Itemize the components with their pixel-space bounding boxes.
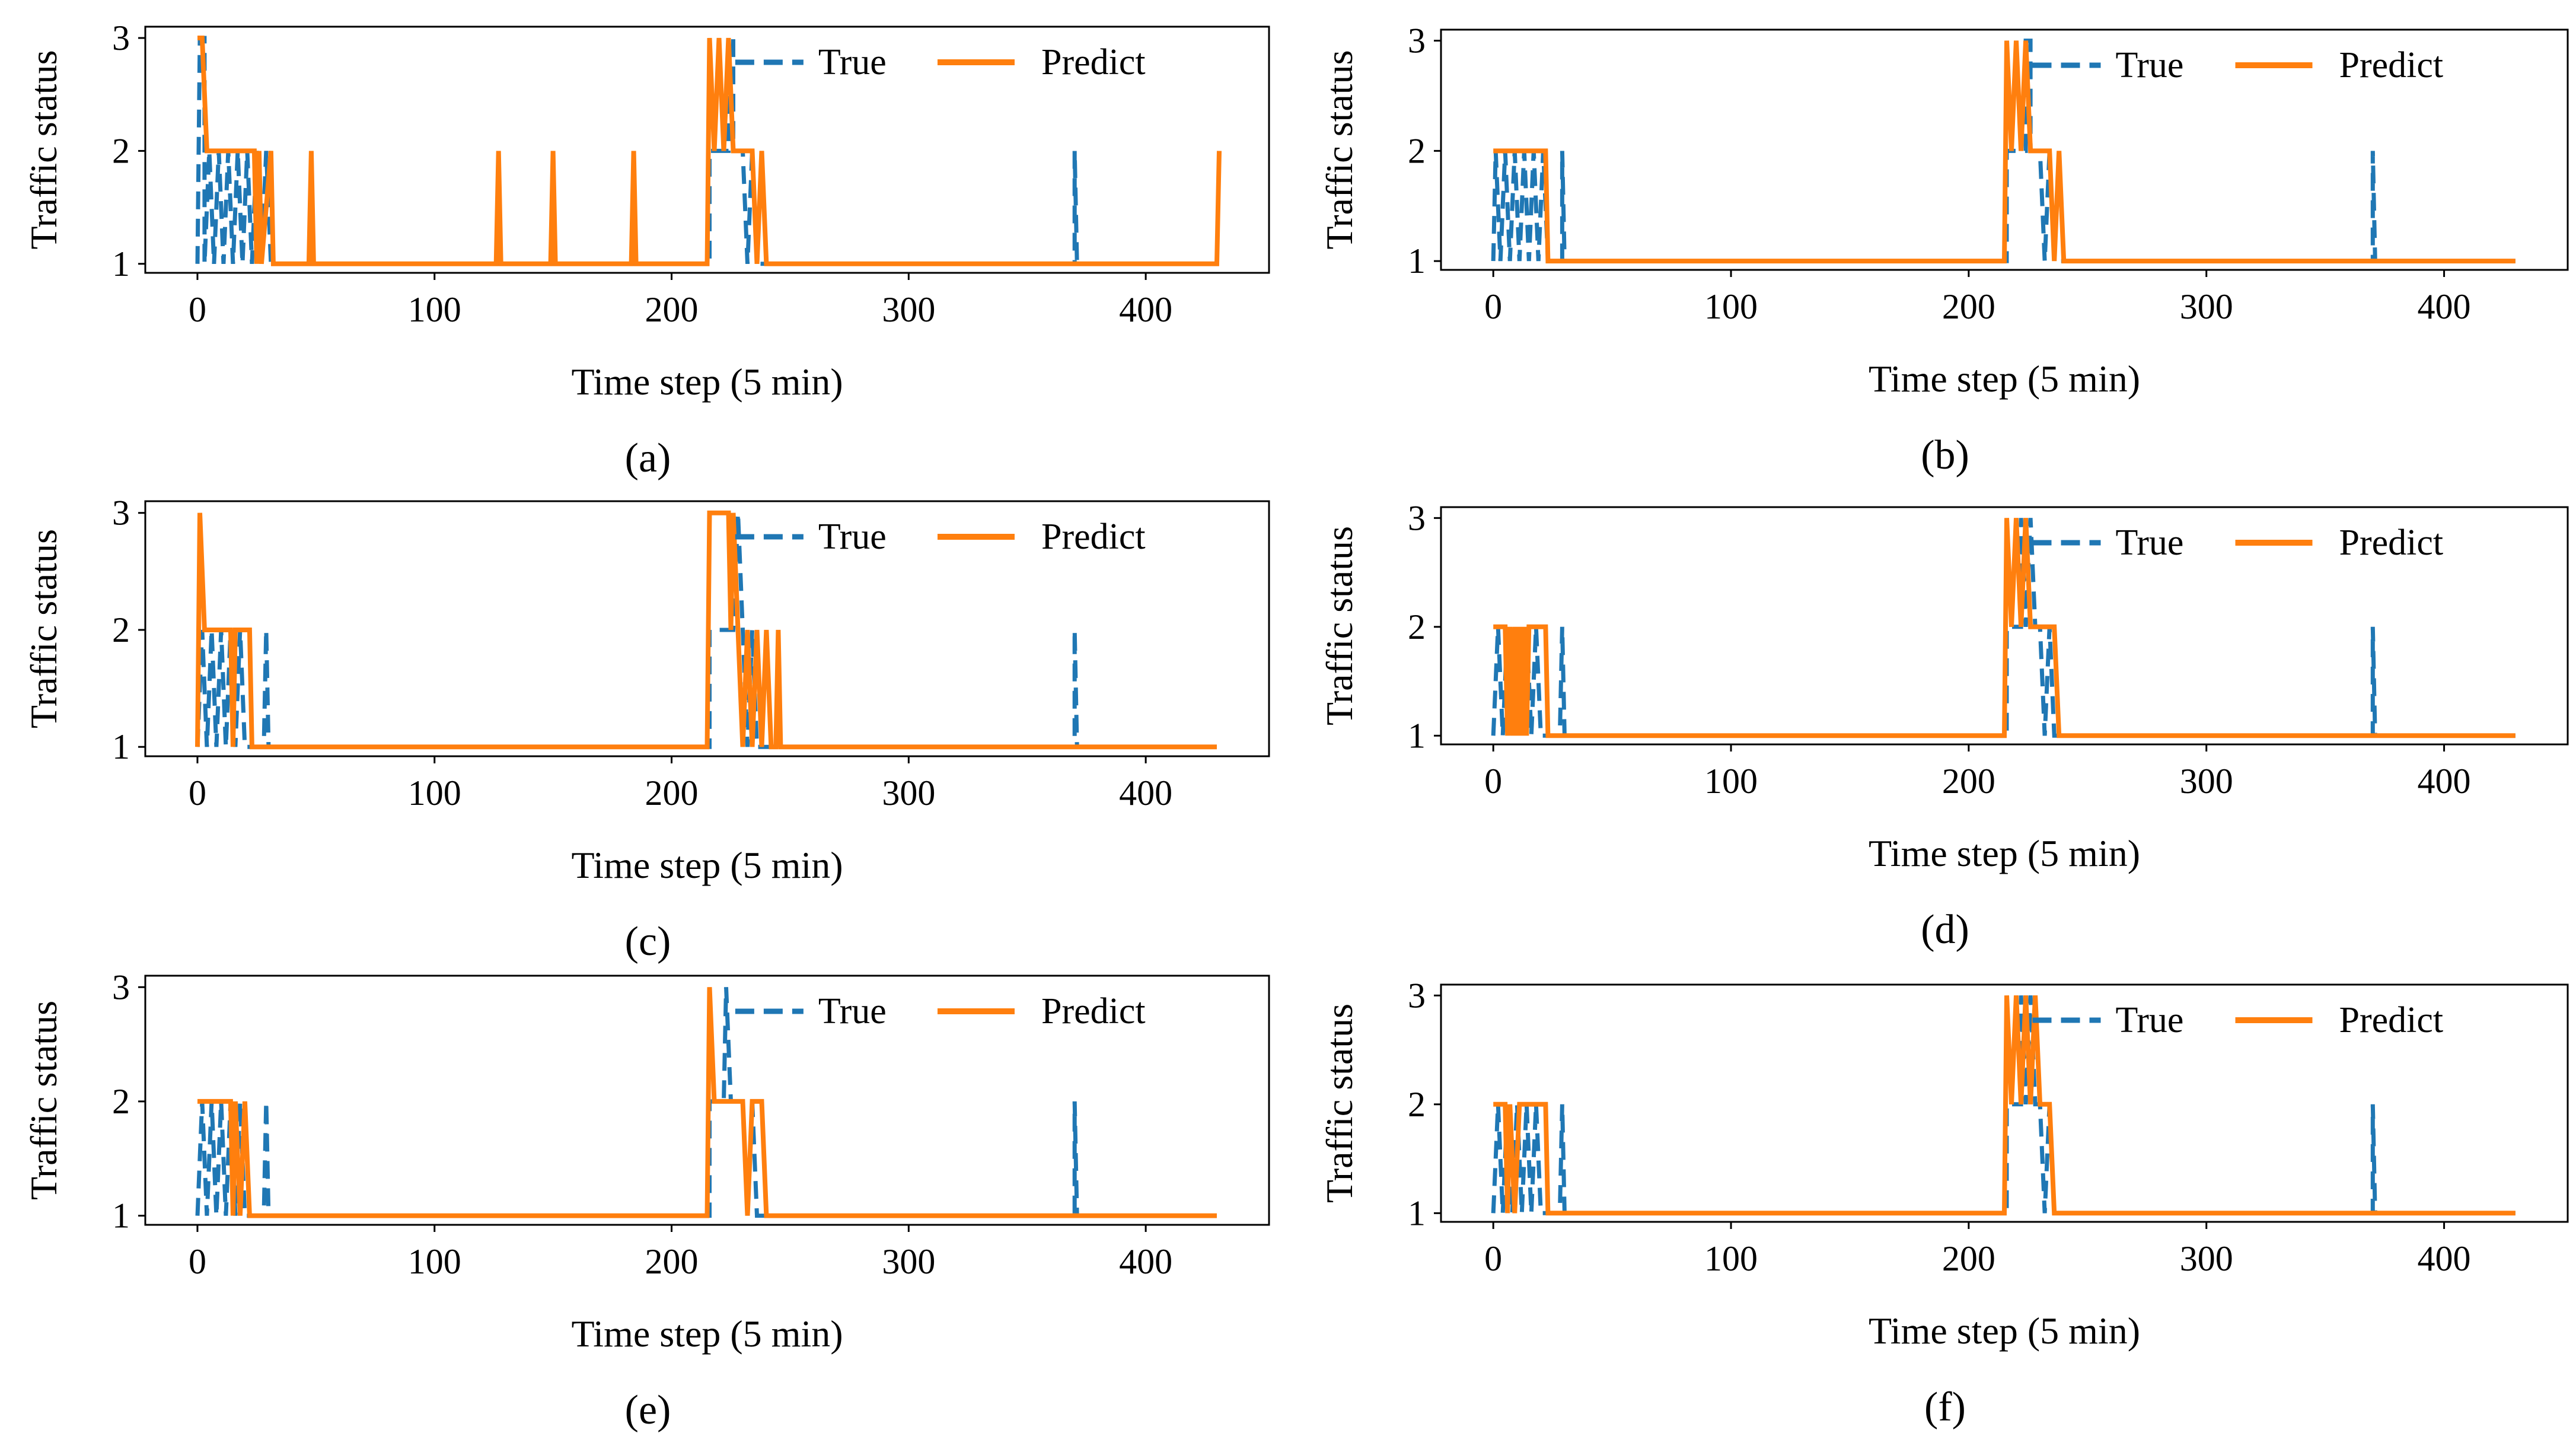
y-tick-label: 1: [112, 1196, 130, 1236]
x-tick-label: 100: [1704, 762, 1758, 801]
panel-caption: (a): [625, 435, 671, 481]
axes-frame: [144, 26, 1270, 274]
panel-caption: (e): [625, 1387, 671, 1433]
x-tick-label: 400: [1119, 1242, 1172, 1281]
legend-predict-label: Predict: [1041, 42, 1146, 82]
x-axis-label: Time step (5 min): [1869, 358, 2140, 400]
x-tick-label: 100: [408, 773, 461, 813]
panel-caption: (f): [1924, 1384, 1966, 1430]
panel-e: 0 100 200 300 400 1 2 3 Traffic status Time step …: [23, 967, 1270, 1433]
panel-f: 0 100 200 300 400 1 2 3 Traffic status Time step …: [1318, 976, 2569, 1430]
x-tick-label: 0: [189, 290, 206, 329]
y-axis-label: Traffic status: [23, 529, 65, 728]
panel-b: 0 100 200 300 400 1 2 3 Traffic status Time step …: [1318, 21, 2569, 478]
x-axis-label: Time step (5 min): [1869, 1310, 2140, 1352]
y-tick-label: 2: [112, 610, 130, 649]
x-tick-label: 300: [882, 773, 935, 813]
x-tick-label: 0: [189, 773, 206, 813]
x-tick-label: 100: [408, 290, 461, 329]
legend-true-label: True: [818, 517, 887, 557]
axes-frame: [144, 500, 1270, 757]
panel-a: 0 100 200 300 400 1 2 3 Traffic status Time step …: [23, 18, 1270, 481]
y-axis-label: Traffic status: [23, 50, 65, 250]
x-tick-label: 300: [2180, 287, 2233, 326]
y-tick-label: 1: [1408, 241, 1426, 281]
x-tick-label: 200: [645, 1242, 699, 1281]
series-line-predict: [195, 510, 1217, 750]
x-tick-label: 200: [1942, 1239, 1995, 1278]
y-tick-label: 2: [112, 1082, 130, 1121]
legend-predict-label: Predict: [1041, 991, 1146, 1031]
legend-predict-label: Predict: [2339, 523, 2444, 563]
y-tick-label: 2: [1408, 1085, 1426, 1124]
x-tick-label: 0: [189, 1242, 206, 1281]
x-tick-label: 0: [1484, 1239, 1502, 1278]
series-line-predict: [1493, 995, 2516, 1216]
legend-predict-label: Predict: [2339, 1000, 2444, 1040]
y-tick-label: 2: [112, 131, 130, 170]
y-axis-label: Traffic status: [23, 1001, 65, 1200]
x-axis-label: Time step (5 min): [571, 1313, 843, 1355]
y-tick-label: 1: [1408, 716, 1426, 755]
y-tick-label: 1: [1408, 1193, 1426, 1233]
legend-predict-label: Predict: [2339, 45, 2444, 85]
axes-frame: [1440, 506, 2569, 746]
axes-frame: [1440, 983, 2569, 1223]
x-tick-label: 300: [882, 290, 935, 329]
y-tick-label: 3: [112, 493, 130, 533]
series-line-predict: [1493, 518, 2516, 738]
x-tick-label: 200: [645, 290, 699, 329]
panel-caption: (d): [1921, 907, 1969, 953]
y-tick-label: 3: [112, 967, 130, 1007]
x-tick-label: 0: [1484, 287, 1502, 326]
panel-caption: (c): [625, 919, 671, 964]
series-line-predict: [1493, 40, 2516, 264]
x-tick-label: 400: [1119, 290, 1172, 329]
x-tick-label: 100: [408, 1242, 461, 1281]
x-tick-label: 0: [1484, 762, 1502, 801]
series-line-predict: [197, 36, 1222, 266]
x-axis-label: Time step (5 min): [1869, 832, 2140, 874]
x-axis-label: Time step (5 min): [571, 844, 843, 886]
legend-true-label: True: [818, 42, 887, 82]
x-tick-label: 400: [2418, 1239, 2471, 1278]
x-tick-label: 400: [1119, 773, 1172, 813]
legend-predict-label: Predict: [1041, 517, 1146, 557]
x-tick-label: 200: [1942, 762, 1995, 801]
y-tick-label: 3: [1408, 976, 1426, 1015]
axes-frame: [1440, 28, 2569, 271]
panel-d: 0 100 200 300 400 1 2 3 Traffic status Time step …: [1318, 498, 2569, 953]
x-tick-label: 100: [1704, 1239, 1758, 1278]
series-line-true: [195, 512, 1217, 749]
x-tick-label: 300: [2180, 762, 2233, 801]
y-axis-label: Traffic status: [1318, 1004, 1360, 1203]
panel-caption: (b): [1921, 432, 1969, 478]
x-tick-label: 400: [2418, 762, 2471, 801]
series-line-predict: [197, 987, 1217, 1218]
y-tick-label: 1: [112, 727, 130, 766]
y-axis-label: Traffic status: [1318, 526, 1360, 725]
legend-true-label: True: [2116, 45, 2184, 85]
y-tick-label: 3: [1408, 498, 1426, 537]
legend-true-label: True: [818, 991, 887, 1031]
y-tick-label: 3: [112, 18, 130, 58]
x-axis-label: Time step (5 min): [571, 361, 843, 403]
x-tick-label: 300: [882, 1242, 935, 1281]
x-tick-label: 200: [645, 773, 699, 813]
y-tick-label: 1: [112, 244, 130, 284]
x-tick-label: 300: [2180, 1239, 2233, 1278]
y-axis-label: Traffic status: [1318, 50, 1360, 250]
y-tick-label: 3: [1408, 21, 1426, 60]
axes-frame: [144, 975, 1270, 1226]
legend-true-label: True: [2116, 1000, 2184, 1040]
y-tick-label: 2: [1408, 131, 1426, 170]
x-tick-label: 100: [1704, 287, 1758, 326]
x-tick-label: 200: [1942, 287, 1995, 326]
legend-true-label: True: [2116, 523, 2184, 563]
x-tick-label: 400: [2418, 287, 2471, 326]
panel-c: 0 100 200 300 400 1 2 3 Traffic status Time step …: [23, 493, 1270, 964]
y-tick-label: 2: [1408, 607, 1426, 647]
